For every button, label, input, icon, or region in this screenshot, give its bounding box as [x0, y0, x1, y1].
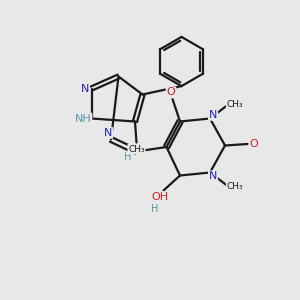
Text: H: H	[124, 152, 131, 163]
Text: CH₃: CH₃	[128, 145, 145, 154]
Text: NH: NH	[75, 113, 92, 124]
Text: O: O	[167, 87, 176, 98]
Text: N: N	[81, 83, 89, 94]
Text: O: O	[250, 139, 259, 149]
Text: H: H	[152, 203, 159, 214]
Text: N: N	[209, 110, 217, 120]
Text: N: N	[209, 171, 217, 181]
Text: CH₃: CH₃	[226, 182, 243, 191]
Text: N: N	[104, 128, 112, 138]
Text: OH: OH	[151, 192, 169, 202]
Text: CH₃: CH₃	[226, 100, 243, 109]
